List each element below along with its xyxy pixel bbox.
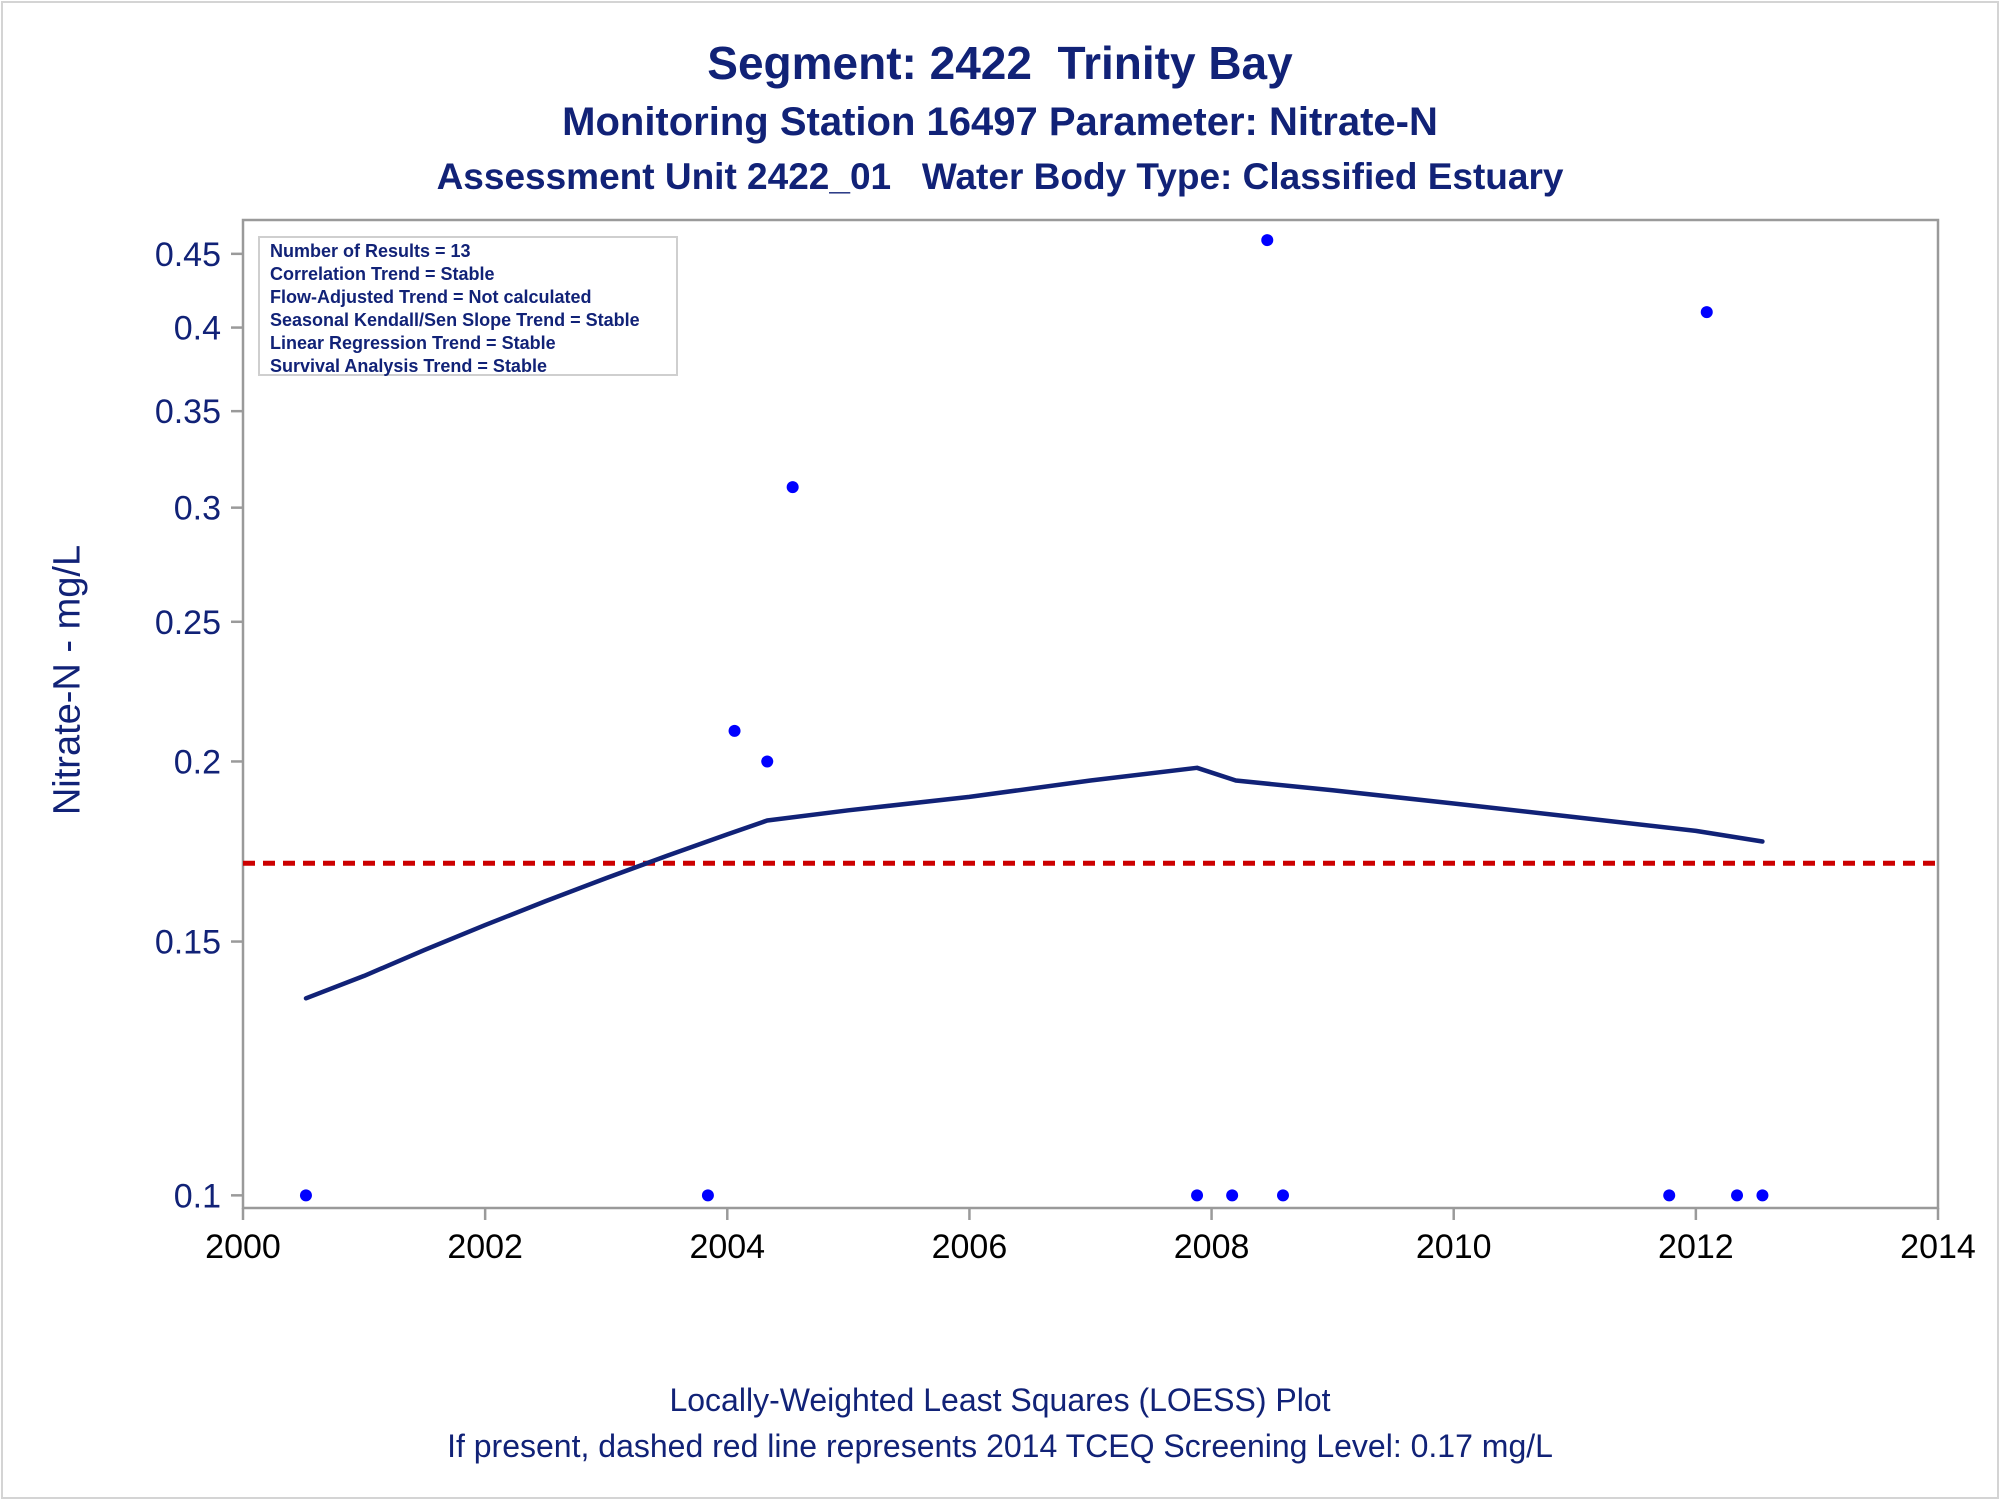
x-tick-label: 2010 [1416, 1228, 1492, 1266]
x-tick-label: 2006 [932, 1228, 1008, 1266]
stats-line-seasonal-kendall: Seasonal Kendall/Sen Slope Trend = Stabl… [270, 310, 640, 330]
x-tick-label: 2014 [1900, 1228, 1976, 1266]
data-point [1261, 234, 1274, 247]
x-tick-label: 2008 [1174, 1228, 1250, 1266]
data-point [1277, 1189, 1290, 1202]
chart-subtitle-station: Monitoring Station 16497 Parameter: Nitr… [562, 100, 1438, 144]
x-tick-label: 2000 [205, 1228, 281, 1266]
y-axis: 0.1 0.15 0.2 0.25 0.3 0.35 0.4 0.45 [155, 236, 243, 1215]
y-tick-label: 0.1 [174, 1177, 221, 1215]
data-point [761, 755, 774, 768]
x-tick-label: 2002 [447, 1228, 523, 1266]
y-tick-label: 0.3 [174, 490, 221, 528]
chart-subtitle-assessment: Assessment Unit 2422_01 Water Body Type:… [436, 156, 1564, 197]
data-point [1731, 1189, 1744, 1202]
footnote-screening-level: If present, dashed red line represents 2… [447, 1428, 1553, 1464]
y-tick-label: 0.45 [155, 236, 221, 274]
x-axis: 2000 2002 2004 2006 2008 2010 2012 2014 [205, 1208, 1976, 1266]
chart-title: Segment: 2422 Trinity Bay [707, 37, 1293, 89]
y-tick-label: 0.4 [174, 310, 221, 348]
y-axis-label-text: Nitrate-N - mg/L [46, 544, 89, 816]
data-point [728, 724, 741, 737]
stats-line-results: Number of Results = 13 [270, 241, 471, 261]
y-tick-label: 0.25 [155, 604, 221, 642]
y-tick-label: 0.2 [174, 743, 221, 781]
data-point [1226, 1189, 1239, 1202]
data-point [1756, 1189, 1769, 1202]
stats-line-correlation: Correlation Trend = Stable [270, 264, 495, 284]
loess-curve [303, 765, 1765, 1001]
data-point [1191, 1189, 1204, 1202]
y-tick-label: 0.15 [155, 924, 221, 962]
loess-layer [303, 765, 1765, 1001]
data-point [1700, 306, 1713, 319]
stats-line-flow-adjusted: Flow-Adjusted Trend = Not calculated [270, 287, 592, 307]
y-tick-label: 0.35 [155, 393, 221, 431]
x-tick-label: 2012 [1658, 1228, 1734, 1266]
trend-stats-box: Number of Results = 13 Correlation Trend… [258, 236, 678, 376]
stats-line-linear-regression: Linear Regression Trend = Stable [270, 333, 556, 353]
plot-area [241, 218, 1940, 1210]
x-tick-label: 2004 [689, 1228, 765, 1266]
points-layer [299, 234, 1769, 1202]
stats-line-survival: Survival Analysis Trend = Stable [270, 356, 547, 376]
data-point [786, 481, 799, 494]
footnote-loess: Locally-Weighted Least Squares (LOESS) P… [669, 1382, 1331, 1418]
data-point [701, 1189, 714, 1202]
data-point [299, 1189, 312, 1202]
data-point [1663, 1189, 1676, 1202]
